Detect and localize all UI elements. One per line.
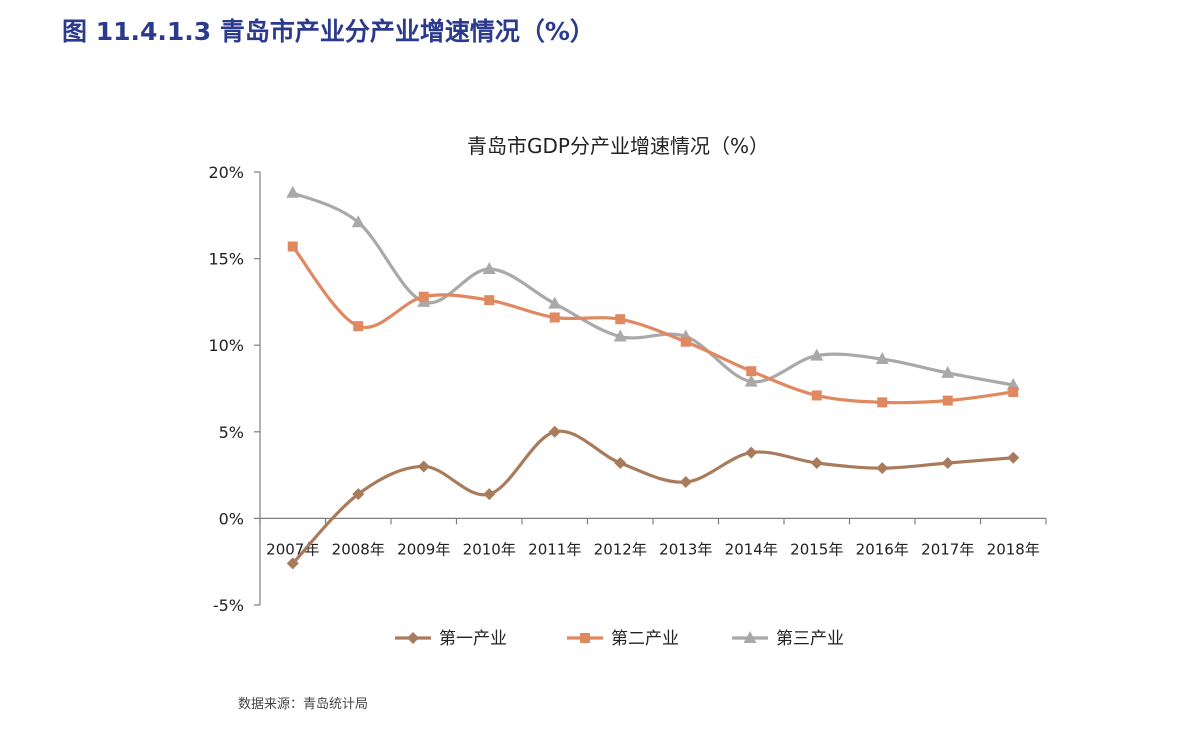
x-tick-label: 2011年 xyxy=(528,540,581,558)
data-point xyxy=(811,390,822,401)
legend-marker xyxy=(407,632,419,644)
legend-item: 第一产业 xyxy=(395,629,507,649)
x-tick-label: 2016年 xyxy=(856,540,909,558)
data-point xyxy=(810,348,824,361)
y-tick-label: 0% xyxy=(219,509,244,528)
y-tick-label: 15% xyxy=(208,250,244,269)
data-point xyxy=(482,261,496,274)
series-2 xyxy=(287,241,1019,408)
data-point xyxy=(548,425,561,438)
data-point xyxy=(941,456,954,469)
data-point xyxy=(941,365,955,378)
data-point xyxy=(875,352,889,365)
legend-label: 第二产业 xyxy=(611,629,679,649)
data-point xyxy=(615,314,626,325)
data-point xyxy=(352,488,365,501)
x-tick-label: 2015年 xyxy=(790,540,843,558)
y-tick-label: -5% xyxy=(213,596,244,615)
data-point xyxy=(548,296,562,309)
data-point xyxy=(351,215,365,228)
data-point xyxy=(286,185,300,198)
x-tick-label: 2009年 xyxy=(397,540,450,558)
series-1 xyxy=(286,425,1020,570)
legend-marker xyxy=(743,631,757,643)
data-point xyxy=(877,397,888,408)
legend-item: 第二产业 xyxy=(567,629,679,649)
x-tick-label: 2010年 xyxy=(463,540,516,558)
data-point xyxy=(549,312,560,323)
x-tick-label: 2013年 xyxy=(659,540,712,558)
figure-title: 图 11.4.1.3 青岛市产业分产业增速情况（%） xyxy=(62,17,595,46)
data-point xyxy=(614,456,627,469)
data-point xyxy=(1008,386,1019,397)
data-point xyxy=(810,456,823,469)
legend-marker xyxy=(580,633,590,643)
y-tick-label: 10% xyxy=(208,336,244,355)
data-point xyxy=(1007,451,1020,464)
x-tick-label: 2018年 xyxy=(987,540,1040,558)
data-point xyxy=(876,462,889,475)
legend-label: 第一产业 xyxy=(439,629,507,649)
data-point xyxy=(613,329,627,342)
legend: 第一产业 第二产业 第三产业 xyxy=(395,629,844,649)
data-point xyxy=(353,321,364,332)
x-tick-label: 2007年 xyxy=(266,540,319,558)
data-point xyxy=(680,336,691,347)
x-tick-label: 2017年 xyxy=(921,540,974,558)
data-point xyxy=(483,488,496,501)
series-line xyxy=(291,244,1015,405)
x-tick-label: 2014年 xyxy=(725,540,778,558)
legend-item: 第三产业 xyxy=(732,629,844,649)
data-point xyxy=(418,291,429,302)
legend-label: 第三产业 xyxy=(776,629,844,649)
data-point xyxy=(484,295,495,306)
series-line xyxy=(291,191,1015,387)
data-source-note: 数据来源：青岛统计局 xyxy=(238,697,369,712)
data-point xyxy=(746,366,757,377)
x-tick-label: 2012年 xyxy=(594,540,647,558)
data-point xyxy=(679,476,692,489)
data-point xyxy=(744,374,758,387)
y-tick-label: 20% xyxy=(208,163,244,182)
chart-title: 青岛市GDP分产业增速情况（%） xyxy=(467,134,769,158)
series-layer xyxy=(286,185,1020,570)
data-point xyxy=(286,557,299,570)
data-point xyxy=(417,460,430,473)
y-tick-label: 5% xyxy=(219,423,244,442)
x-tick-label: 2008年 xyxy=(332,540,385,558)
axes: -5% 0% 5% 10% 15% 20% 2007年 2008年 2009年 2010年 2011… xyxy=(208,163,1047,615)
data-point xyxy=(942,395,953,406)
data-point xyxy=(287,241,298,252)
series-3 xyxy=(286,185,1020,391)
data-point xyxy=(745,446,758,459)
